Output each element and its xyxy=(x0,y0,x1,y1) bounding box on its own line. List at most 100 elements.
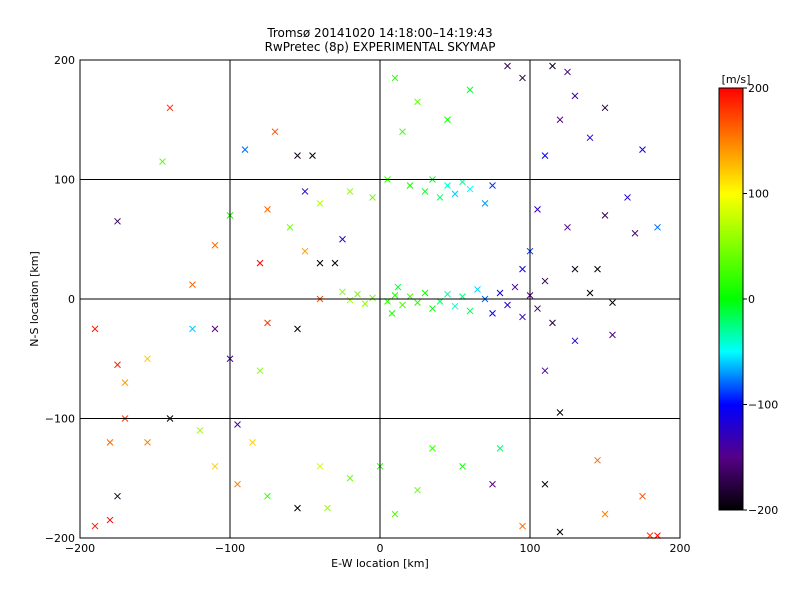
data-point-103 xyxy=(106,439,114,446)
data-point-63 xyxy=(601,211,609,219)
data-point-62 xyxy=(564,223,571,231)
data-point-64 xyxy=(631,229,639,237)
x-tick-label: 100 xyxy=(520,542,541,555)
data-point-135 xyxy=(316,259,324,267)
data-point-90 xyxy=(346,474,354,482)
data-point-29 xyxy=(549,319,556,327)
data-point-33 xyxy=(406,182,414,189)
data-point-50 xyxy=(444,116,451,124)
x-tick-label: −200 xyxy=(65,542,95,555)
data-point-122 xyxy=(264,206,271,213)
data-point-19 xyxy=(474,286,481,293)
y-tick-label: 0 xyxy=(68,293,75,306)
data-point-101 xyxy=(144,439,151,446)
grid-lines xyxy=(80,60,680,538)
data-point-87 xyxy=(414,486,421,494)
data-point-22 xyxy=(496,289,504,297)
data-point-28 xyxy=(541,277,549,285)
data-point-24 xyxy=(511,283,519,291)
colorbar: [m/s] 200 100 0 −100 −200 xyxy=(718,73,778,517)
data-point-4 xyxy=(414,299,421,306)
data-point-85 xyxy=(459,462,466,470)
data-point-120 xyxy=(301,247,309,255)
data-point-125 xyxy=(114,217,121,225)
data-point-12 xyxy=(388,309,396,317)
data-point-84 xyxy=(496,445,504,452)
data-point-52 xyxy=(504,62,511,70)
data-point-34 xyxy=(421,188,429,195)
data-point-60 xyxy=(541,152,549,159)
colorbar-gradient xyxy=(718,87,744,511)
data-point-66 xyxy=(639,146,646,153)
data-point-98 xyxy=(234,421,241,428)
data-point-5 xyxy=(421,289,429,297)
y-axis-label: N-S location [km] xyxy=(28,251,41,347)
x-tick-label: 0 xyxy=(377,542,384,555)
data-point-86 xyxy=(429,445,436,452)
data-point-15 xyxy=(444,290,451,298)
colorbar-tick-label: −100 xyxy=(748,399,778,412)
data-point-127 xyxy=(166,104,174,112)
data-point-9 xyxy=(354,290,361,298)
data-point-72 xyxy=(571,337,579,345)
data-point-111 xyxy=(189,325,196,333)
y-axis-ticks: −200 −100 0 100 200 xyxy=(45,54,75,545)
data-point-48 xyxy=(414,98,421,106)
data-point-16 xyxy=(451,302,459,310)
data-point-106 xyxy=(91,522,99,530)
x-tick-label: −100 xyxy=(215,542,245,555)
data-point-44 xyxy=(369,194,376,201)
data-point-95 xyxy=(249,439,256,446)
data-point-30 xyxy=(571,265,579,273)
data-point-53 xyxy=(519,74,526,82)
data-point-2 xyxy=(399,301,406,309)
plot-frame xyxy=(79,59,681,539)
data-point-40 xyxy=(466,185,474,193)
data-point-27 xyxy=(534,305,541,312)
data-point-133 xyxy=(189,281,196,289)
data-point-104 xyxy=(114,492,121,500)
data-point-38 xyxy=(451,190,459,198)
data-point-57 xyxy=(556,116,564,124)
data-point-91 xyxy=(324,504,331,512)
data-point-42 xyxy=(489,182,496,189)
data-point-121 xyxy=(286,223,294,231)
data-point-93 xyxy=(294,504,301,512)
colorbar-tick-label: 200 xyxy=(748,82,769,95)
data-point-56 xyxy=(571,92,579,100)
data-point-108 xyxy=(144,355,151,363)
data-point-130 xyxy=(294,152,301,159)
x-axis-ticks: −200 −100 0 100 200 xyxy=(65,542,691,555)
data-point-8 xyxy=(361,300,369,308)
data-point-128 xyxy=(241,146,249,153)
data-point-69 xyxy=(519,265,526,273)
data-point-37 xyxy=(444,182,451,189)
data-point-6 xyxy=(429,305,436,312)
data-points xyxy=(91,62,661,539)
data-point-77 xyxy=(601,510,609,518)
data-point-23 xyxy=(504,301,511,309)
data-point-97 xyxy=(211,462,219,470)
data-point-81 xyxy=(594,456,601,464)
data-point-115 xyxy=(264,319,271,327)
data-point-112 xyxy=(211,325,219,333)
colorbar-tick-label: −200 xyxy=(748,504,778,517)
data-point-116 xyxy=(294,325,301,333)
data-point-51 xyxy=(466,86,474,94)
data-point-21 xyxy=(489,309,496,317)
data-point-82 xyxy=(519,522,526,530)
data-point-131 xyxy=(309,152,316,159)
data-point-32 xyxy=(609,299,616,306)
data-point-1 xyxy=(391,292,399,299)
data-point-132 xyxy=(256,259,264,267)
data-point-76 xyxy=(556,528,564,536)
data-point-70 xyxy=(594,265,601,273)
data-point-74 xyxy=(556,409,564,416)
data-point-45 xyxy=(346,188,354,195)
data-point-83 xyxy=(489,480,496,488)
chart-subtitle: RwPretec (8p) EXPERIMENTAL SKYMAP xyxy=(265,40,496,54)
data-point-126 xyxy=(159,158,166,165)
chart-title: Tromsø 20141020 14:18:00–14:19:43 xyxy=(266,26,492,40)
data-point-41 xyxy=(481,200,489,207)
